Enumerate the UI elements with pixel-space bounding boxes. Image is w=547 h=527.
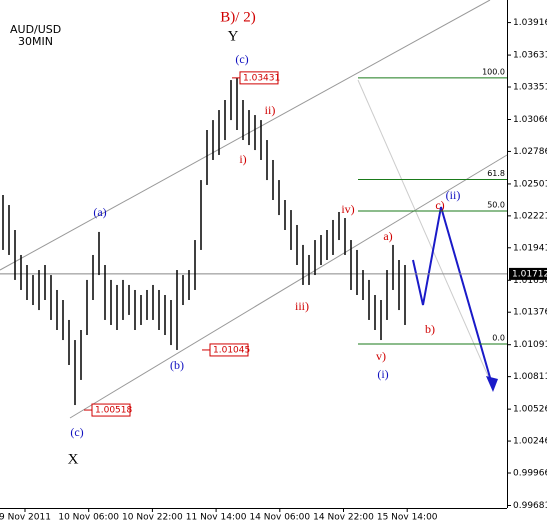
projection-path bbox=[412, 206, 494, 389]
y-tick-label: 1.01376 bbox=[513, 308, 547, 318]
y-tick-label: 1.01091 bbox=[513, 340, 547, 350]
x-tick-label: 10 Nov 06:00 bbox=[58, 513, 119, 523]
chart-subtitle: 30MIN bbox=[18, 35, 53, 48]
fib-diagonal bbox=[357, 79, 493, 386]
fib-label: 50.0 bbox=[487, 200, 505, 209]
price-label-box bbox=[239, 71, 279, 85]
y-tick-label: 1.00246 bbox=[513, 437, 547, 447]
channel-line bbox=[69, 154, 508, 419]
wave-label: Y bbox=[228, 28, 239, 44]
y-tick-label: 1.02786 bbox=[513, 147, 547, 157]
y-tick-label: 1.03916 bbox=[513, 18, 547, 28]
wave-label: (ii) bbox=[446, 188, 461, 202]
x-tick-label: 14 Nov 06:00 bbox=[249, 513, 310, 523]
wave-label: c) bbox=[435, 198, 444, 212]
y-tick-label: 1.02501 bbox=[513, 179, 547, 189]
x-tick-label: 14 Nov 22:00 bbox=[313, 513, 374, 523]
current-price-box bbox=[509, 267, 547, 280]
current-price-label: 1.01712 bbox=[512, 269, 547, 279]
y-tick-label: 1.03351 bbox=[513, 83, 547, 93]
wave-label: ii) bbox=[265, 103, 276, 117]
y-tick-label: 0.99681 bbox=[513, 501, 547, 511]
fib-label: 61.8 bbox=[487, 169, 505, 178]
y-tick-label: 0.99966 bbox=[513, 468, 547, 478]
y-tick-label: 1.01656 bbox=[513, 276, 547, 286]
y-tick-label: 1.01941 bbox=[513, 243, 547, 253]
wave-label: (b) bbox=[170, 358, 184, 372]
wave-label: (i) bbox=[377, 367, 388, 381]
wave-label: (c) bbox=[235, 52, 248, 66]
wave-label: X bbox=[68, 451, 79, 467]
price-label: 1.01045 bbox=[213, 345, 250, 355]
chart-title: AUD/USD bbox=[10, 23, 61, 36]
wave-label: i) bbox=[239, 152, 246, 166]
x-tick-label: 10 Nov 22:00 bbox=[122, 513, 183, 523]
fib-label: 100.0 bbox=[482, 67, 505, 76]
wave-label: iii) bbox=[295, 299, 309, 313]
y-tick-label: 1.03066 bbox=[513, 115, 547, 125]
x-tick-label: 9 Nov 2011 bbox=[0, 513, 51, 523]
wave-label: (c) bbox=[70, 425, 83, 439]
price-label-box bbox=[209, 343, 249, 357]
wave-label: B)/ 2) bbox=[220, 9, 255, 25]
wave-label: v) bbox=[376, 349, 386, 363]
price-label: 1.00518 bbox=[95, 406, 132, 416]
y-tick-label: 1.00811 bbox=[513, 372, 547, 382]
wave-label: a) bbox=[383, 229, 392, 243]
y-tick-label: 1.02221 bbox=[513, 211, 547, 221]
x-tick-label: 11 Nov 14:00 bbox=[186, 513, 247, 523]
price-label-box bbox=[91, 403, 131, 417]
y-tick-label: 1.00526 bbox=[513, 405, 547, 415]
wave-label: iv) bbox=[341, 202, 354, 216]
price-label: 1.03431 bbox=[243, 73, 280, 83]
x-tick-label: 15 Nov 14:00 bbox=[377, 513, 438, 523]
channel-line bbox=[0, 0, 491, 271]
projection-arrow bbox=[486, 376, 498, 392]
fib-label: 0.0 bbox=[492, 334, 505, 343]
y-tick-label: 1.03631 bbox=[513, 51, 547, 61]
wave-label: (a) bbox=[93, 205, 106, 219]
wave-label: b) bbox=[425, 322, 435, 336]
